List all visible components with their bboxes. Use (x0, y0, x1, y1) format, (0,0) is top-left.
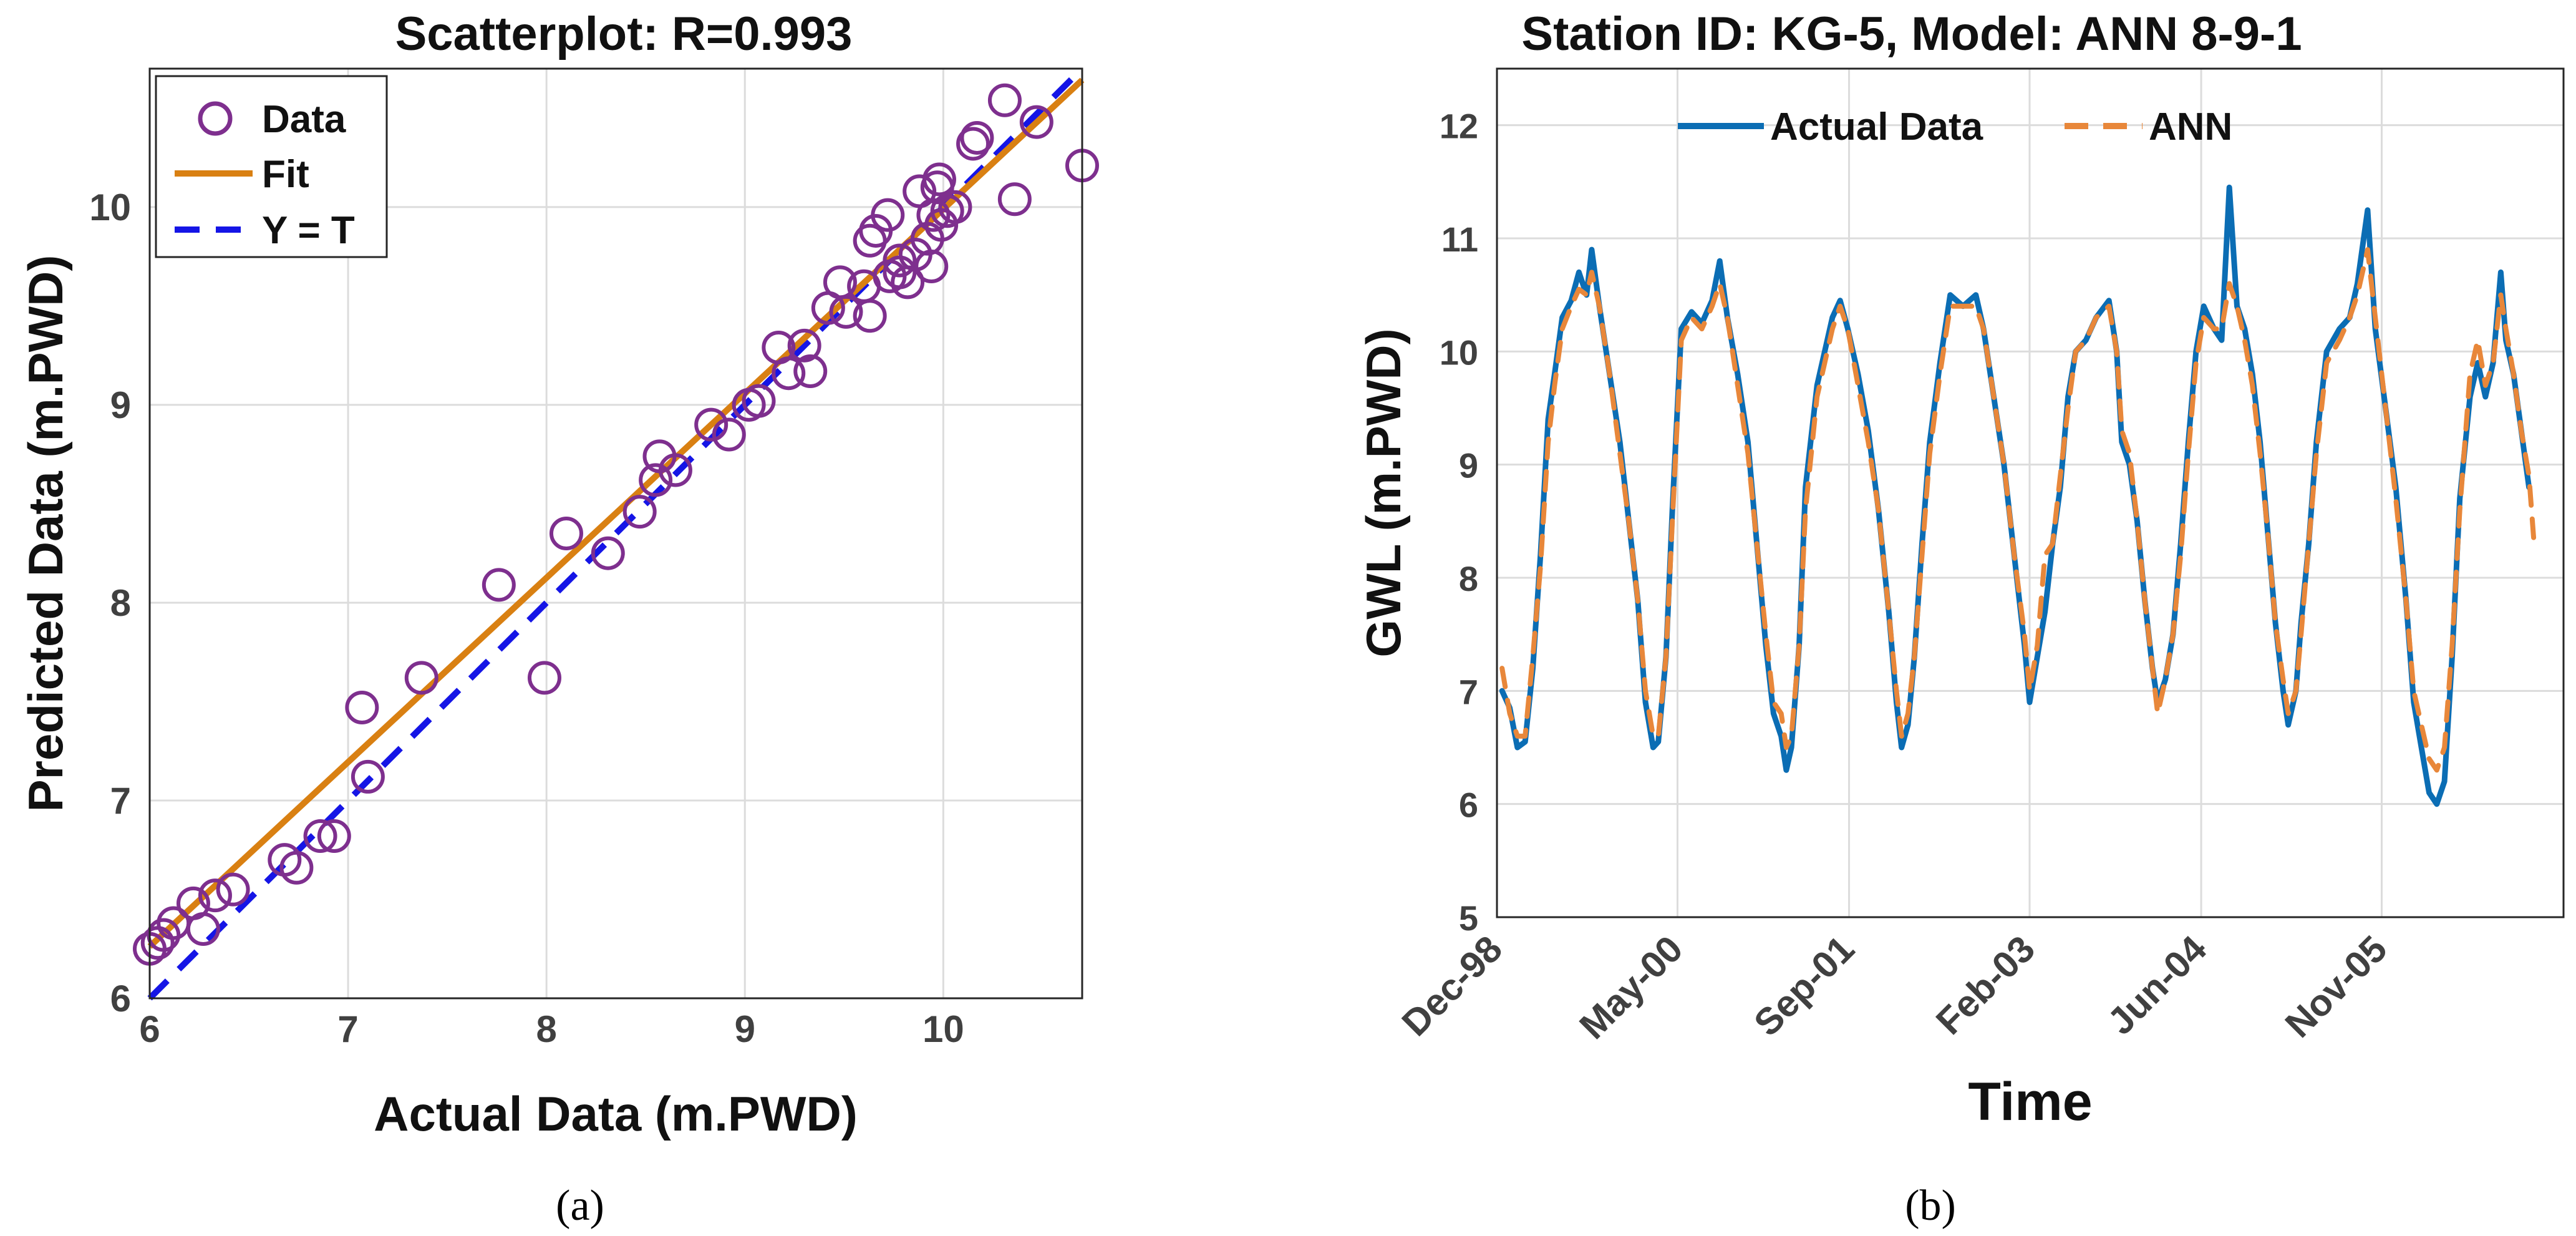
scatter-x-tick-label: 8 (536, 1008, 556, 1050)
data-point (871, 198, 905, 232)
data-point (351, 759, 385, 794)
scatter-x-tick-label: 9 (735, 1008, 755, 1050)
data-point (853, 299, 887, 333)
scatter-x-label: Actual Data (m.PWD) (374, 1086, 858, 1141)
ann-series (1499, 247, 2537, 773)
scatter-y-tick-label: 6 (110, 978, 131, 1019)
data-point (317, 819, 351, 854)
timeseries-y-tick-label: 11 (1441, 220, 1478, 259)
timeseries-y-tick-label: 7 (1459, 672, 1478, 711)
legend-data-label: Data (262, 98, 346, 141)
scatter-legend: Data Fit Y = T (155, 75, 388, 258)
data-point (829, 294, 863, 329)
timeseries-y-tick-label: 10 (1440, 333, 1478, 372)
scatter-marks (133, 66, 1099, 1001)
scatter-y-tick-label: 7 (110, 780, 131, 822)
data-point (186, 912, 220, 946)
timeseries-y-tick-label: 8 (1459, 559, 1478, 598)
identity-line (147, 66, 1085, 1001)
timeseries-legend: Actual Data ANN (1678, 105, 2232, 148)
data-point (147, 918, 181, 952)
data-point (591, 536, 625, 570)
data-point (658, 453, 692, 487)
data-point (639, 463, 673, 497)
data-point (793, 354, 828, 389)
scatter-tick-labels: 6 7 8 9 10 6 7 8 9 10 (89, 187, 964, 1050)
caption-b: (b) (1905, 1182, 1956, 1230)
legend-actual-label: Actual Data (1770, 105, 1983, 148)
data-point (482, 568, 516, 602)
caption-a: (a) (556, 1182, 604, 1230)
scatter-title: Scatterplot: R=0.993 (395, 7, 853, 61)
data-point (622, 495, 657, 529)
data-point (956, 127, 990, 161)
data-point (922, 162, 956, 197)
data-point (772, 356, 806, 391)
scatter-y-tick-label: 10 (89, 187, 131, 228)
data-point (987, 83, 1022, 117)
data-point (345, 690, 379, 724)
data-point (198, 878, 232, 913)
data-point (742, 384, 776, 418)
data-point (883, 243, 917, 278)
scatter-y-tick-label: 9 (110, 384, 131, 426)
data-point (279, 850, 314, 885)
data-point (1019, 105, 1053, 139)
scatter-panel: Scatterplot: R=0.993 6 7 8 9 10 6 7 8 9 10 Actual… (18, 7, 1099, 1230)
timeseries-y-tick-label: 9 (1459, 446, 1478, 485)
data-point (527, 661, 561, 695)
data-point (787, 328, 821, 363)
data-point (549, 517, 583, 550)
data-point (960, 120, 994, 155)
timeseries-y-tick-label: 12 (1440, 107, 1478, 146)
data-point (404, 661, 438, 695)
data-point (997, 182, 1032, 217)
scatter-axes-box (148, 67, 1083, 1000)
data-point (303, 819, 337, 854)
legend-data-marker (198, 101, 233, 136)
legend-identity-label: Y = T (262, 209, 355, 252)
data-point (938, 190, 972, 224)
timeseries-x-label: Time (1968, 1072, 2092, 1132)
timeseries-title: Station ID: KG-5, Model: ANN 8-9-1 (1521, 7, 2302, 61)
scatter-y-label: Predicted Data (m.PWD) (18, 255, 73, 812)
scatter-x-tick-label: 6 (139, 1008, 160, 1050)
data-point (216, 872, 250, 907)
timeseries-y-tick-label: 5 (1459, 898, 1478, 938)
legend-ann-label: ANN (2149, 105, 2232, 148)
data-point (712, 417, 746, 452)
timeseries-axes-box (1496, 67, 2565, 918)
timeseries-y-label: GWL (m.PWD) (1356, 328, 1411, 657)
scatter-x-tick-label: 7 (337, 1008, 358, 1050)
timeseries-y-tick-label: 6 (1459, 786, 1478, 825)
legend-fit-label: Fit (262, 153, 309, 196)
scatter-x-tick-label: 10 (922, 1008, 964, 1050)
data-point (914, 250, 949, 284)
timeseries-grid (1496, 69, 2564, 918)
scatter-y-tick-label: 8 (110, 582, 131, 624)
data-point (694, 407, 729, 442)
timeseries-lines (1499, 184, 2537, 807)
